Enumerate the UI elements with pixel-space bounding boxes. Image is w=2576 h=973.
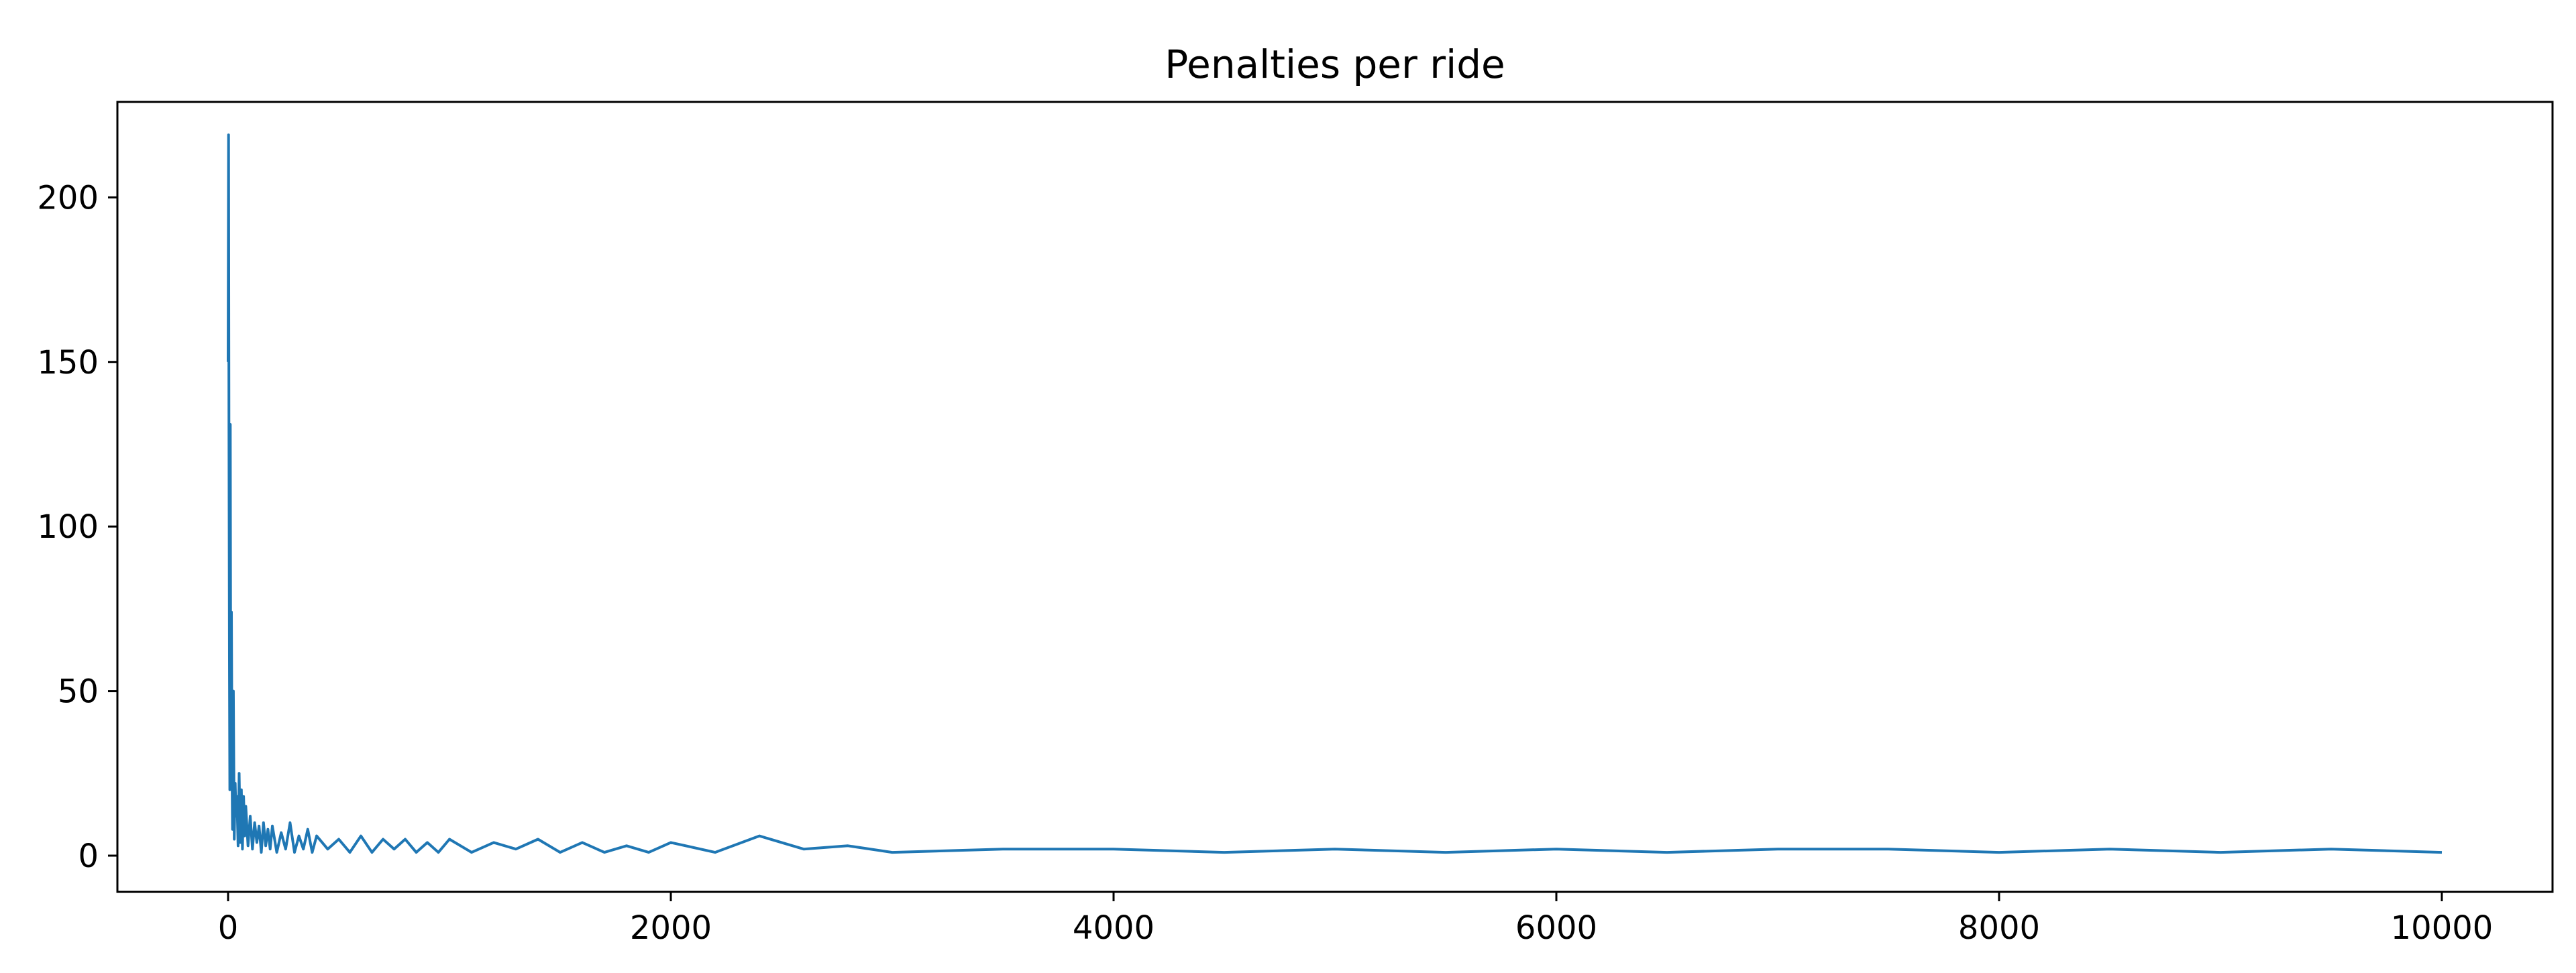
x-tick-label: 0 [218,909,239,947]
y-tick-label: 200 [37,179,99,217]
x-tick-label: 10000 [2391,909,2493,947]
axes-frame [116,101,2554,893]
y-tick-label: 100 [37,508,99,546]
x-tick-label: 2000 [630,909,712,947]
x-tick-label: 6000 [1515,909,1597,947]
plot-area [227,133,2443,854]
x-tick-label: 8000 [1958,909,2040,947]
series-line [227,133,2443,854]
x-tick-label: 4000 [1073,909,1155,947]
y-tick-label: 50 [58,673,99,711]
y-tick-label: 150 [37,344,99,382]
chart-title: Penalties per ride [1165,42,1505,87]
y-tick-label: 0 [78,838,99,875]
